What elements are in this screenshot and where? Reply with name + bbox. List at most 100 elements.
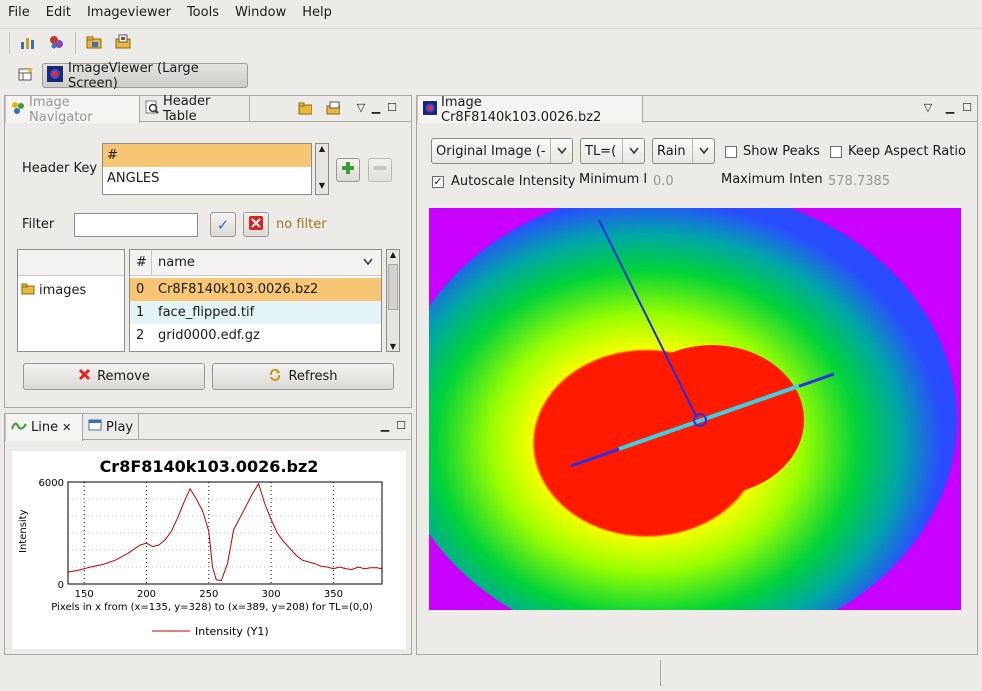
header-key-scrollbar[interactable]: ▲ ▼ [315, 143, 329, 195]
chart-tool-icon[interactable] [16, 31, 38, 53]
imageviewer-icon [423, 100, 437, 119]
x-tick-label: 250 [199, 589, 218, 600]
tab-line[interactable]: Line ✕ [5, 414, 83, 441]
line-tabbar: Line ✕ Play ▁ ☐ [5, 414, 411, 441]
profile-line [618, 384, 800, 451]
menu-file[interactable]: File [8, 5, 30, 20]
show-peaks-checkbox[interactable] [725, 146, 737, 158]
wave-icon [11, 420, 27, 436]
view-menu-icon[interactable]: ▽ [923, 100, 933, 114]
toolbar-separator [75, 32, 76, 54]
status-bar [0, 656, 982, 691]
perspective-imageviewer-button[interactable]: ImageViewer (Large Screen) [42, 60, 248, 91]
magnifier-icon [145, 100, 159, 118]
legend-label: Intensity (Y1) [195, 625, 269, 638]
image-mode-combo[interactable]: Original Image (- [431, 138, 573, 164]
filter-input[interactable] [74, 213, 198, 237]
tab-play[interactable]: Play [83, 414, 139, 440]
x-axis-label: Pixels in x from (x=135, y=328) to (x=38… [51, 602, 373, 613]
close-icon[interactable]: ✕ [62, 421, 72, 434]
list-item[interactable]: # [103, 144, 311, 167]
clear-filter-button[interactable] [243, 212, 269, 237]
minimum-label: Minimum I [579, 172, 648, 187]
view-menu-icon[interactable]: ▽ [356, 100, 366, 114]
red-x-icon [249, 215, 263, 234]
minimum-value: 0.0 [653, 174, 674, 189]
tab-play-label: Play [106, 419, 134, 435]
open-folder-icon[interactable] [298, 101, 312, 115]
tab-header-table-label: Header Table [163, 94, 211, 124]
chevron-down-icon [622, 139, 644, 163]
series-line-intensity [67, 482, 383, 582]
table-row[interactable]: 0 Cr8F8140k103.0026.bz2 [130, 278, 381, 301]
profile-center-handle[interactable] [693, 413, 707, 427]
line-panel: Line ✕ Play ▁ ☐ Cr8F8140k103.0026.bz2 15… [4, 413, 412, 655]
palette-combo[interactable]: Rain [652, 138, 715, 164]
keep-aspect-checkbox[interactable] [830, 146, 842, 158]
open-folder-icon[interactable] [83, 31, 105, 53]
maximize-icon[interactable]: ☐ [396, 418, 406, 432]
toolbar [0, 28, 982, 58]
refresh-button[interactable]: Refresh [212, 363, 394, 390]
maximum-value: 578.7385 [828, 174, 891, 189]
tl-combo[interactable]: TL=( [580, 138, 645, 164]
menu-edit[interactable]: Edit [45, 5, 71, 20]
open-multiple-icon[interactable] [326, 101, 340, 115]
table-header: # name [130, 250, 381, 276]
header-key-list[interactable]: # ANGLES [102, 143, 312, 195]
chevron-down-icon[interactable] [363, 255, 381, 270]
folder-tree[interactable]: images [17, 249, 125, 352]
open-images-icon[interactable] [112, 31, 134, 53]
file-table[interactable]: # name 0 Cr8F8140k103.0026.bz2 1 face_flip… [129, 249, 382, 352]
menu-help[interactable]: Help [302, 5, 332, 20]
file-table-scrollbar[interactable]: ▲ ▼ [386, 249, 400, 352]
menu-tools[interactable]: Tools [186, 5, 219, 20]
menubar: File Edit Imageviewer Tools Window Help [0, 0, 982, 25]
minimize-icon[interactable]: ▁ [945, 100, 955, 114]
maximize-icon[interactable]: ☐ [387, 100, 397, 114]
image-panel: Image Cr8F8140k103.0026.bz2 ▽ ▁ ☐ Origin… [416, 95, 978, 655]
tab-line-label: Line [31, 420, 59, 435]
diffraction-image[interactable] [429, 208, 961, 610]
menu-imageviewer[interactable]: Imageviewer [86, 5, 171, 20]
refresh-icon [268, 368, 282, 386]
minus-icon [373, 161, 387, 179]
maximize-icon[interactable]: ☐ [962, 100, 972, 114]
filter-label: Filter [22, 217, 55, 232]
tab-image-navigator-label: Image Navigator [29, 94, 93, 125]
minimize-icon[interactable]: ▁ [371, 100, 381, 114]
x-tick-label: 300 [262, 589, 281, 600]
diffraction-core [620, 345, 804, 495]
minimize-icon[interactable]: ▁ [380, 418, 390, 432]
add-key-button[interactable] [336, 158, 360, 182]
tab-image-navigator[interactable]: Image Navigator [5, 94, 140, 125]
navigator-panel: Image Navigator Header Table ▽ ▁ ☐ Heade… [4, 94, 412, 408]
molecule-tool-icon[interactable] [45, 31, 67, 53]
autoscale-label: Autoscale Intensity [451, 174, 576, 189]
open-perspective-icon[interactable] [18, 66, 34, 86]
tab-header-table[interactable]: Header Table [140, 94, 250, 124]
apply-filter-button[interactable]: ✓ [210, 212, 236, 237]
col-index-header[interactable]: # [130, 250, 152, 275]
tab-image[interactable]: Image Cr8F8140k103.0026.bz2 [417, 94, 643, 125]
perspective-label: ImageViewer (Large Screen) [68, 60, 199, 91]
table-row[interactable]: 2 grid0000.edf.gz [136, 328, 260, 343]
folder-label: images [39, 283, 87, 298]
folder-item-images[interactable]: images [18, 279, 124, 302]
menu-window[interactable]: Window [234, 5, 287, 20]
check-icon: ✓ [216, 215, 230, 234]
col-name-header[interactable]: name [158, 255, 195, 270]
x-tick-label: 200 [137, 589, 156, 600]
chevron-down-icon [692, 139, 714, 163]
window-icon [88, 419, 102, 435]
show-peaks-label: Show Peaks [743, 144, 820, 159]
beamstop-shadow [598, 219, 698, 419]
toolbar-separator [9, 32, 10, 54]
tab-image-label: Image Cr8F8140k103.0026.bz2 [441, 94, 602, 125]
autoscale-checkbox[interactable]: ✓ [432, 175, 444, 188]
remove-key-button[interactable] [368, 158, 392, 182]
list-item[interactable]: ANGLES [107, 171, 160, 186]
remove-button[interactable]: Remove [23, 363, 205, 390]
status-separator [660, 660, 661, 686]
table-row[interactable]: 1 face_flipped.tif [130, 301, 381, 324]
